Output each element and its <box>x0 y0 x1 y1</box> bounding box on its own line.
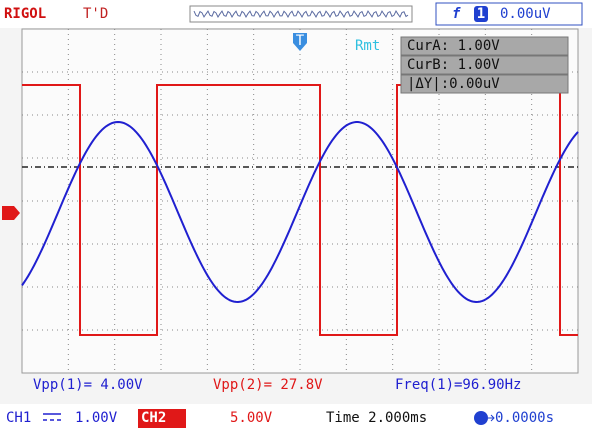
trigger-source: 1 <box>477 6 485 22</box>
trigger-status: T'D <box>83 6 108 22</box>
ch2-label: CH2 <box>141 410 166 426</box>
dc-coupling-icon <box>43 413 61 421</box>
cursor-row <box>400 74 569 94</box>
trigger-level: 0.00uV <box>500 6 551 22</box>
trigger-box <box>435 2 583 26</box>
measurement: Vpp(1)= 4.00V <box>33 377 143 393</box>
time-offset: 0.0000s <box>495 410 554 426</box>
ch1-waveform <box>21 120 579 304</box>
offset-arrow <box>488 414 495 422</box>
cursor-delta: |ΔY|:0.00uV <box>407 76 500 92</box>
ch1-scale: 1.00V <box>75 410 118 426</box>
cursor-row <box>400 55 569 75</box>
measurement: Vpp(2)= 27.8V <box>213 377 323 393</box>
cursor-b: CurB: 1.00V <box>407 57 500 73</box>
source-badge <box>474 6 488 22</box>
offset-icon <box>474 411 488 425</box>
timebase: Time 2.000ms <box>326 410 427 426</box>
memory-bar <box>189 5 413 23</box>
ch2-offset-marker <box>2 206 20 220</box>
ch2-badge <box>138 409 186 428</box>
ch2-scale: 5.00V <box>230 410 273 426</box>
brand: RIGOL <box>4 6 46 22</box>
ch1-label: CH1 <box>6 410 31 426</box>
cursor-a: CurA: 1.00V <box>407 38 500 54</box>
cursor-row <box>400 36 569 56</box>
trigger-marker-label: T <box>296 33 305 49</box>
measurement: Freq(1)=96.90Hz <box>395 377 521 393</box>
ch2-waveform <box>22 84 578 336</box>
trigger-position-marker <box>293 33 307 51</box>
memory-wave <box>193 9 409 19</box>
cursor-mode: Rmt <box>355 38 380 54</box>
edge-icon: f <box>452 6 461 22</box>
